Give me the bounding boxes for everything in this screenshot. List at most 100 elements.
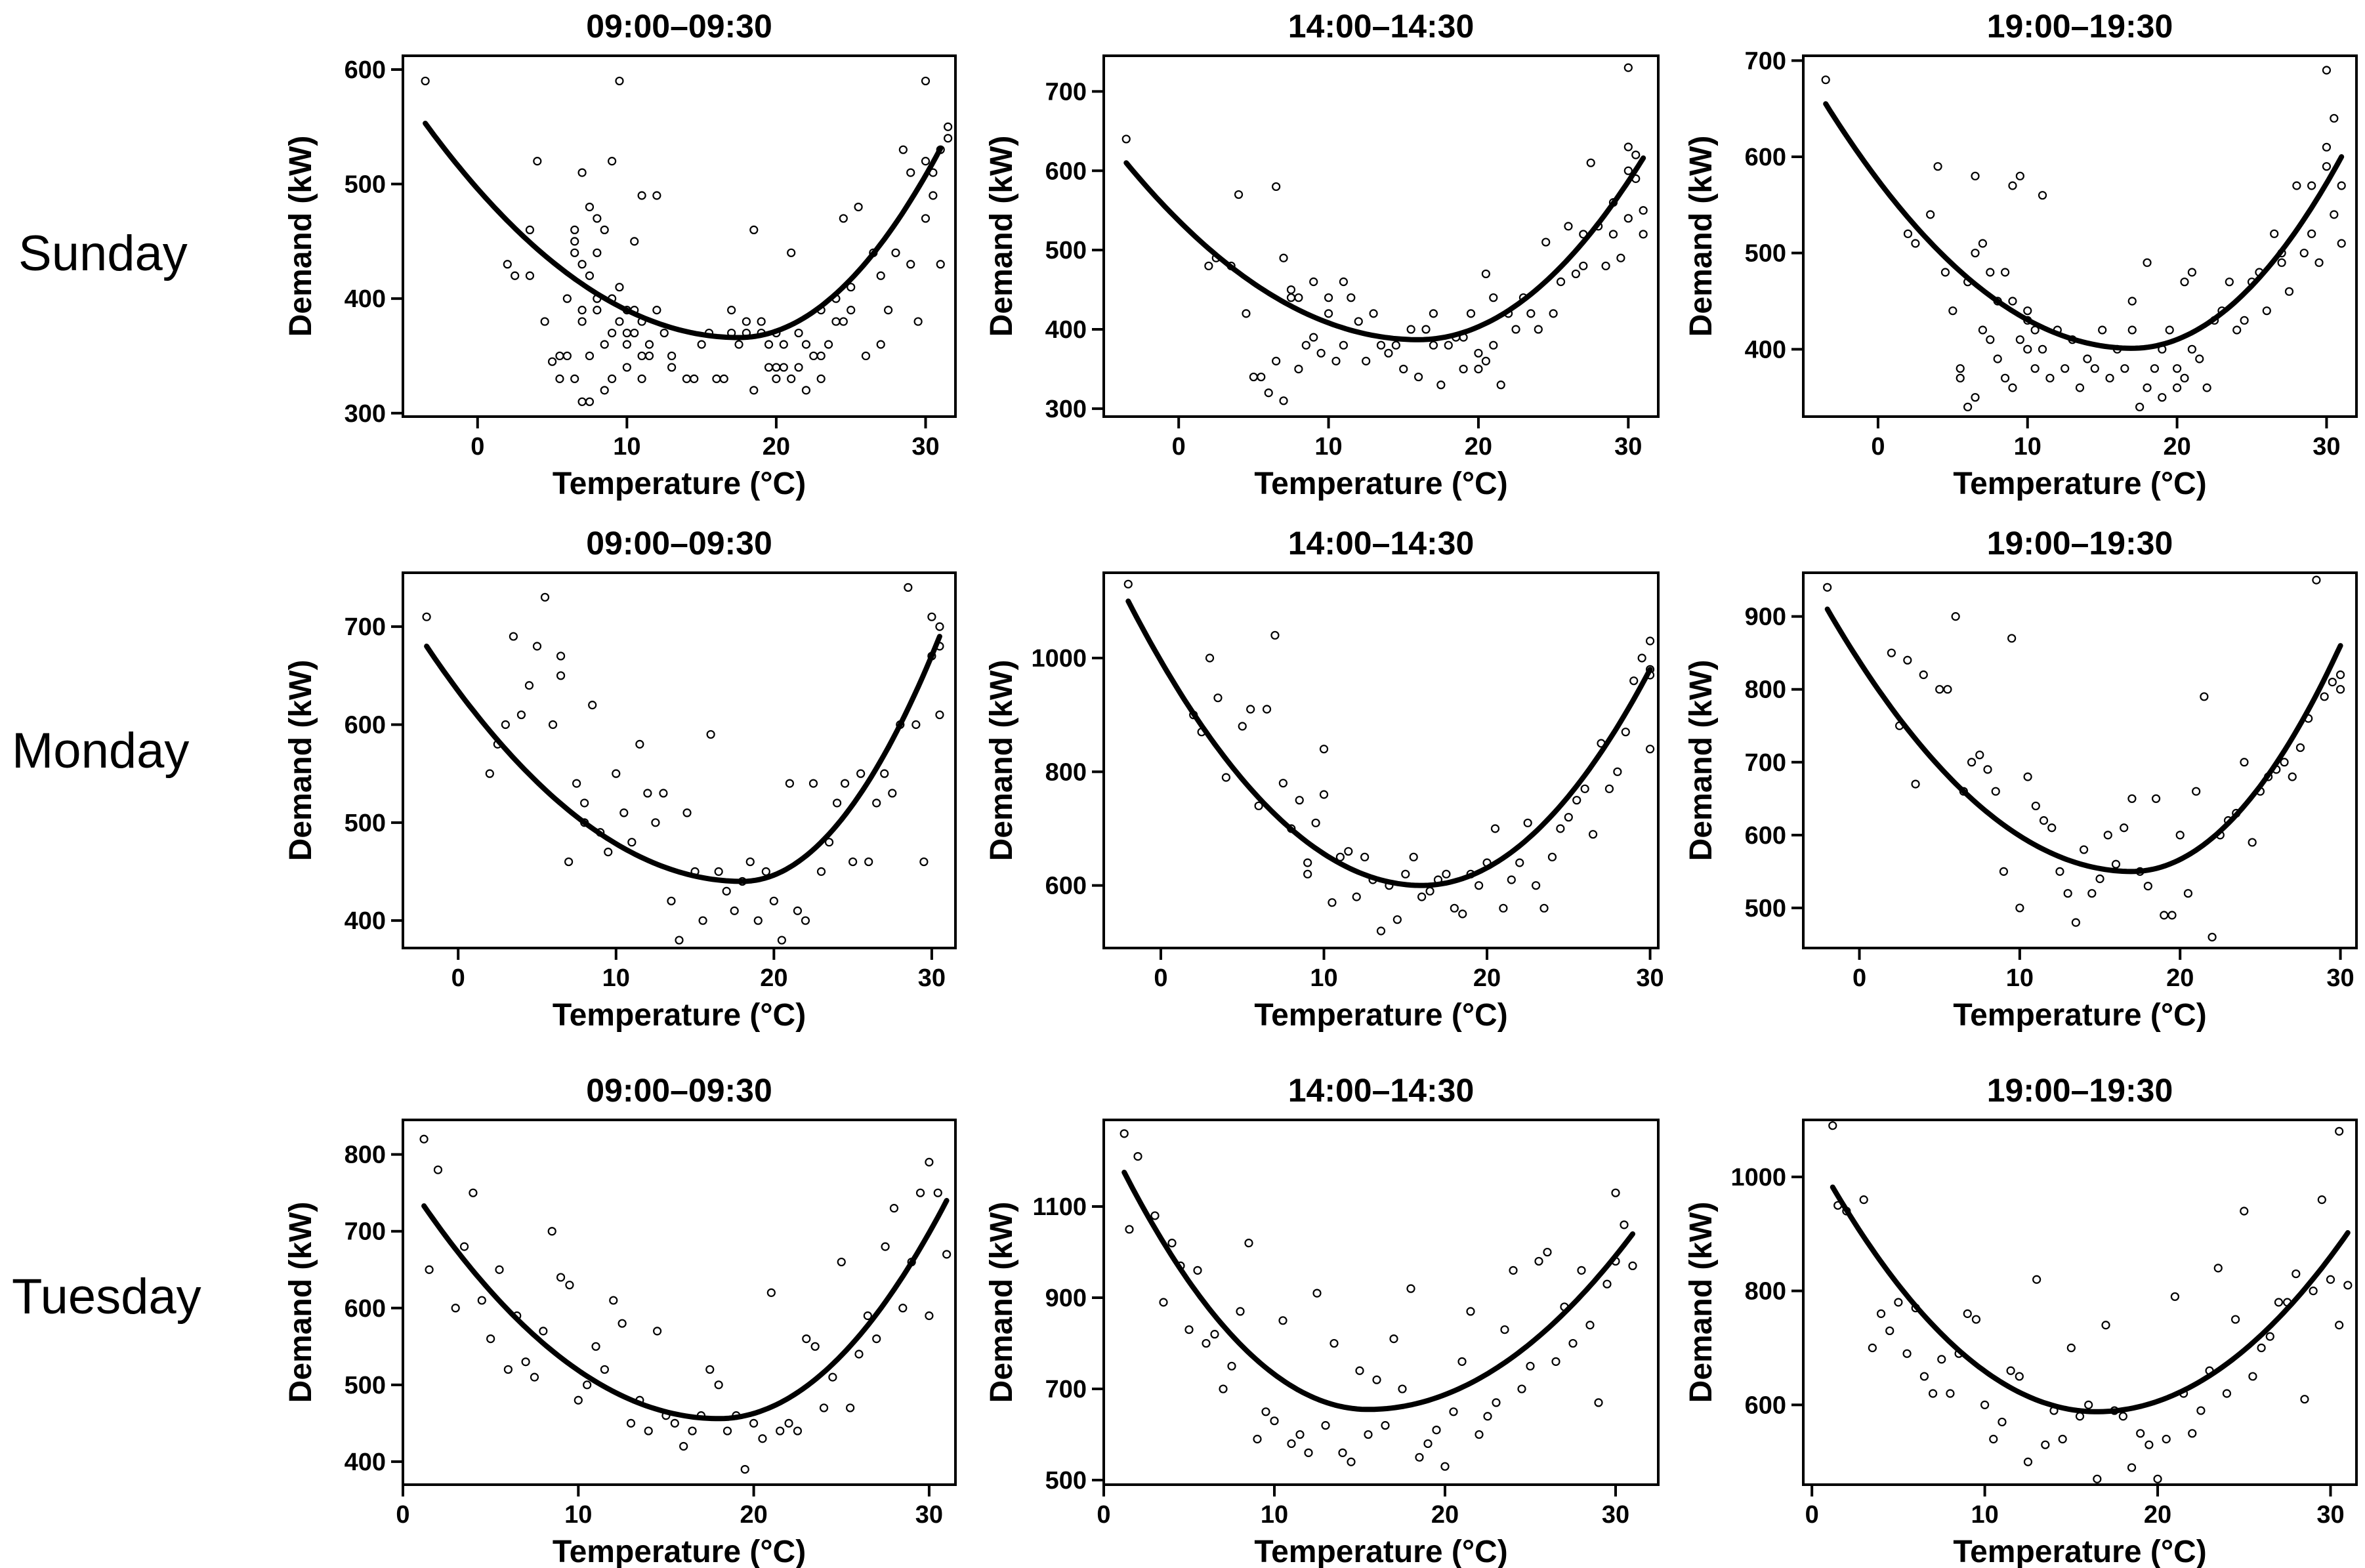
data-point <box>801 916 810 925</box>
data-point <box>1623 214 1633 223</box>
data-point <box>772 374 781 383</box>
panel-title: 19:00–19:30 <box>1987 8 2173 45</box>
data-point <box>1401 869 1410 878</box>
data-point <box>1564 222 1573 231</box>
plot-frame <box>1102 54 1660 418</box>
data-point <box>2015 903 2024 913</box>
data-point <box>1159 1298 1168 1307</box>
data-point <box>688 1426 697 1435</box>
data-point <box>1432 1426 1441 1435</box>
data-point <box>2232 325 2242 335</box>
data-point <box>2202 383 2211 392</box>
data-point <box>1272 182 1281 192</box>
data-point <box>509 632 518 641</box>
panel-title: 14:00–14:30 <box>1288 8 1475 45</box>
data-point <box>1601 261 1610 270</box>
data-point <box>891 248 900 257</box>
data-point <box>1534 325 1543 334</box>
data-point <box>1287 1439 1296 1449</box>
data-point <box>766 1288 776 1297</box>
data-point <box>2075 1412 2085 1421</box>
data-point <box>697 340 706 349</box>
data-point <box>1551 1357 1560 1366</box>
data-point <box>2063 889 2072 898</box>
fit-curve <box>1823 101 2345 351</box>
data-point <box>1415 1453 1424 1462</box>
data-point <box>2143 881 2152 891</box>
data-point <box>627 838 637 847</box>
data-point <box>764 363 774 372</box>
panel-tuesday-2: 19:00–19:30 0 10 20 30 600 800 1000 Temperature … <box>1684 1072 2358 1568</box>
x-tick-label: 30 <box>915 1501 943 1529</box>
data-point <box>1331 356 1341 365</box>
data-point <box>1481 269 1490 279</box>
data-point <box>1911 239 1920 248</box>
data-point <box>793 1426 803 1435</box>
data-point <box>876 271 885 280</box>
data-point <box>2127 794 2137 803</box>
data-point <box>846 1403 855 1413</box>
data-point <box>861 351 871 361</box>
y-tick-label: 700 <box>345 613 386 641</box>
data-point <box>698 916 707 925</box>
data-point <box>1304 1448 1313 1457</box>
data-point <box>659 328 669 338</box>
x-tick-label: 10 <box>2014 433 2041 461</box>
data-point <box>1903 229 1913 238</box>
data-point <box>1543 1247 1552 1257</box>
data-point <box>630 328 639 338</box>
data-point <box>2118 1412 2127 1421</box>
data-point <box>1238 722 1247 731</box>
data-point <box>854 202 863 212</box>
data-point <box>1499 903 1508 913</box>
data-point <box>1270 1416 1279 1426</box>
data-point <box>921 157 931 166</box>
data-point <box>1526 309 1536 318</box>
data-point <box>2165 325 2174 335</box>
y-tick-label: 300 <box>345 400 386 428</box>
panel-title: 14:00–14:30 <box>1288 525 1475 562</box>
data-point <box>1413 372 1423 382</box>
y-tick-label: 700 <box>1745 47 1786 75</box>
data-point <box>2330 113 2339 123</box>
data-point <box>562 294 572 303</box>
data-point <box>1978 239 1988 248</box>
y-tick-label: 1000 <box>1031 645 1087 672</box>
data-point <box>2023 1457 2033 1466</box>
data-point <box>1507 875 1516 884</box>
data-point <box>565 1281 574 1290</box>
data-point <box>2103 831 2112 840</box>
data-point <box>2170 1292 2179 1301</box>
data-point <box>572 779 581 788</box>
data-point <box>1244 1239 1253 1248</box>
data-point <box>1257 372 1266 382</box>
data-point <box>1321 1421 1330 1430</box>
x-axis-label: Temperature (°C) <box>1254 1535 1507 1568</box>
data-point <box>2023 306 2032 316</box>
data-point <box>583 1380 592 1390</box>
data-point <box>2008 181 2017 190</box>
data-point <box>1449 1407 1458 1416</box>
x-tick-label: 10 <box>602 964 630 992</box>
data-point <box>719 374 728 383</box>
data-point <box>2127 297 2137 306</box>
data-point <box>1440 1462 1450 1471</box>
data-point <box>1210 1330 1219 1339</box>
data-point <box>1309 333 1318 342</box>
y-tick-label: 800 <box>1745 676 1786 704</box>
data-point <box>1279 253 1288 262</box>
data-point <box>585 351 595 361</box>
data-point <box>705 1365 715 1374</box>
data-point <box>577 397 587 406</box>
x-tick-label: 10 <box>1261 1501 1288 1529</box>
data-point <box>1278 1316 1287 1325</box>
x-tick-label: 20 <box>1473 964 1501 992</box>
data-point <box>925 1311 934 1321</box>
data-point <box>1613 767 1622 776</box>
plot-frame <box>1102 1119 1660 1486</box>
data-point <box>1409 852 1418 861</box>
data-point <box>1608 230 1618 239</box>
data-point <box>915 1188 925 1197</box>
data-point <box>451 1304 460 1313</box>
data-point <box>419 1134 429 1144</box>
